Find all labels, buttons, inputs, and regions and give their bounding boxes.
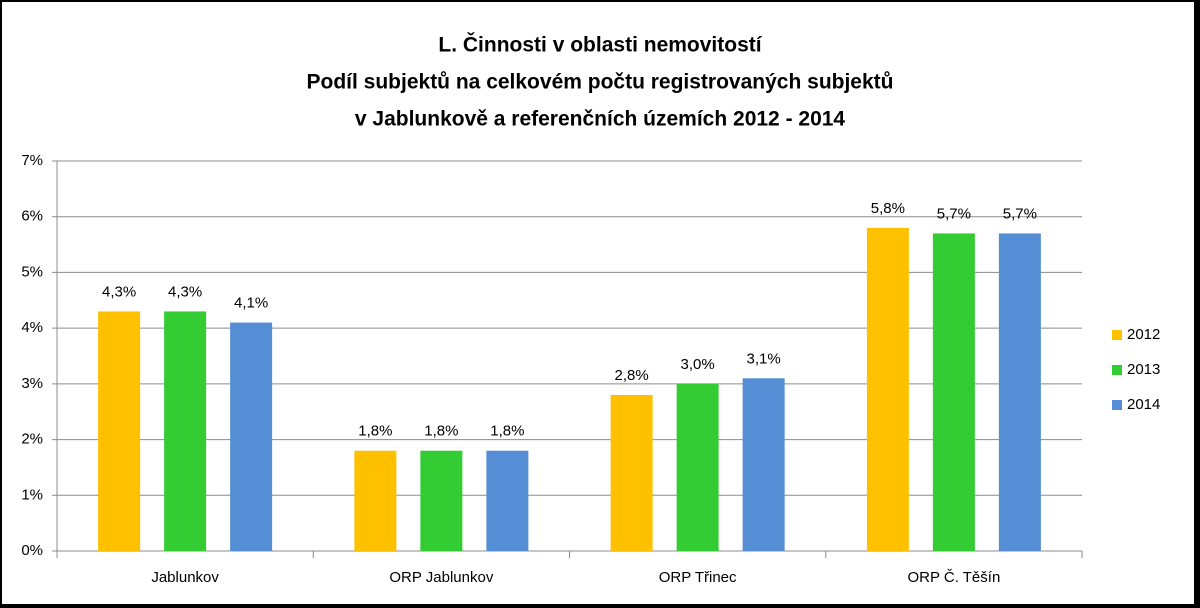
bar <box>354 450 397 551</box>
x-tick-label: ORP Jablunkov <box>389 569 493 586</box>
legend-swatch <box>1112 330 1122 340</box>
y-tick-label: 5% <box>21 263 43 280</box>
y-tick-label: 7% <box>21 152 43 169</box>
data-label: 4,3% <box>168 283 202 300</box>
bar <box>164 311 207 551</box>
data-label: 3,1% <box>747 350 781 367</box>
y-tick-label: 2% <box>21 431 43 448</box>
bar <box>98 311 141 551</box>
legend-label: 2013 <box>1127 361 1160 378</box>
bar <box>230 322 273 551</box>
data-label: 2,8% <box>615 367 649 384</box>
data-label: 1,8% <box>424 423 458 440</box>
data-label: 5,7% <box>937 205 971 222</box>
x-tick-label: Jablunkov <box>151 569 219 586</box>
bar <box>486 450 529 551</box>
bar <box>932 233 975 551</box>
bar <box>998 233 1041 551</box>
y-tick-label: 1% <box>21 486 43 503</box>
chart-title: v Jablunkově a referenčních územích 2012… <box>355 108 846 131</box>
legend-label: 2014 <box>1127 396 1160 413</box>
legend-label: 2012 <box>1127 326 1160 343</box>
bar <box>676 383 719 551</box>
data-label: 3,0% <box>681 356 715 373</box>
data-label: 4,3% <box>102 283 136 300</box>
data-label: 1,8% <box>490 423 524 440</box>
data-label: 5,7% <box>1003 205 1037 222</box>
chart-title: Podíl subjektů na celkovém počtu registr… <box>307 71 894 94</box>
bar <box>610 395 653 551</box>
legend-swatch <box>1112 400 1122 410</box>
y-tick-label: 0% <box>21 542 43 559</box>
x-tick-label: ORP Č. Těšín <box>907 569 1000 586</box>
legend-swatch <box>1112 365 1122 375</box>
chart-title: L. Činnosti v oblasti nemovitostí <box>438 33 762 57</box>
data-label: 1,8% <box>358 423 392 440</box>
y-tick-label: 4% <box>21 319 43 336</box>
x-tick-label: ORP Třinec <box>659 569 737 586</box>
data-label: 5,8% <box>871 200 905 217</box>
data-label: 4,1% <box>234 295 268 312</box>
bar <box>420 450 463 551</box>
bar <box>866 227 909 551</box>
y-tick-label: 6% <box>21 208 43 225</box>
y-tick-label: 3% <box>21 375 43 392</box>
bar <box>742 378 785 551</box>
